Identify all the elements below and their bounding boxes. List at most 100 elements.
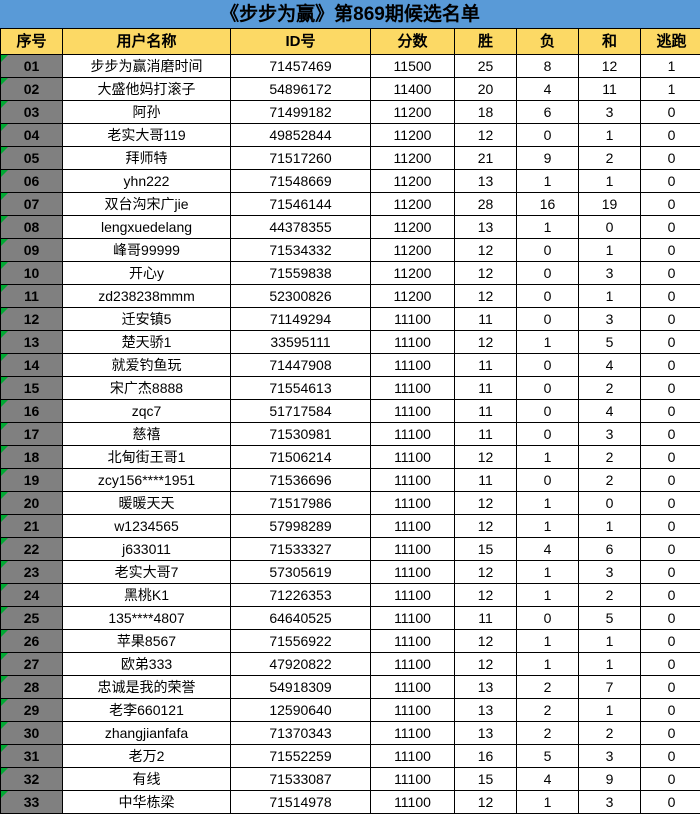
cell-username[interactable]: yhn222: [63, 170, 231, 193]
cell-id-number[interactable]: 71548669: [231, 170, 371, 193]
cell-flees[interactable]: 0: [641, 515, 700, 538]
cell-draws[interactable]: 2: [579, 446, 641, 469]
cell-score[interactable]: 11500: [371, 55, 455, 78]
cell-id-number[interactable]: 71554613: [231, 377, 371, 400]
cell-wins[interactable]: 12: [455, 239, 517, 262]
row-sequence-cell[interactable]: 10: [1, 262, 63, 285]
cell-id-number[interactable]: 51717584: [231, 400, 371, 423]
cell-id-number[interactable]: 71552259: [231, 745, 371, 768]
cell-draws[interactable]: 2: [579, 147, 641, 170]
cell-wins[interactable]: 13: [455, 676, 517, 699]
cell-username[interactable]: lengxuedelang: [63, 216, 231, 239]
cell-flees[interactable]: 0: [641, 561, 700, 584]
cell-score[interactable]: 11100: [371, 699, 455, 722]
cell-losses[interactable]: 0: [517, 354, 579, 377]
cell-score[interactable]: 11100: [371, 400, 455, 423]
cell-username[interactable]: j633011: [63, 538, 231, 561]
cell-score[interactable]: 11100: [371, 561, 455, 584]
row-sequence-cell[interactable]: 12: [1, 308, 63, 331]
cell-score[interactable]: 11100: [371, 331, 455, 354]
cell-id-number[interactable]: 71546144: [231, 193, 371, 216]
cell-flees[interactable]: 0: [641, 262, 700, 285]
cell-flees[interactable]: 0: [641, 607, 700, 630]
row-sequence-cell[interactable]: 33: [1, 791, 63, 814]
cell-username[interactable]: 峰哥99999: [63, 239, 231, 262]
cell-wins[interactable]: 12: [455, 446, 517, 469]
cell-username[interactable]: 黑桃K1: [63, 584, 231, 607]
cell-losses[interactable]: 0: [517, 400, 579, 423]
cell-username[interactable]: 步步为赢消磨时间: [63, 55, 231, 78]
row-sequence-cell[interactable]: 04: [1, 124, 63, 147]
cell-wins[interactable]: 15: [455, 538, 517, 561]
cell-score[interactable]: 11200: [371, 262, 455, 285]
cell-losses[interactable]: 0: [517, 239, 579, 262]
column-header-name[interactable]: 用户名称: [63, 29, 231, 55]
cell-losses[interactable]: 2: [517, 676, 579, 699]
cell-flees[interactable]: 0: [641, 216, 700, 239]
cell-id-number[interactable]: 71533327: [231, 538, 371, 561]
cell-losses[interactable]: 1: [517, 584, 579, 607]
row-sequence-cell[interactable]: 14: [1, 354, 63, 377]
cell-wins[interactable]: 16: [455, 745, 517, 768]
cell-draws[interactable]: 2: [579, 722, 641, 745]
cell-flees[interactable]: 0: [641, 239, 700, 262]
cell-losses[interactable]: 0: [517, 124, 579, 147]
cell-score[interactable]: 11100: [371, 607, 455, 630]
cell-username[interactable]: 阿孙: [63, 101, 231, 124]
column-header-draw[interactable]: 和: [579, 29, 641, 55]
cell-username[interactable]: w1234565: [63, 515, 231, 538]
cell-score[interactable]: 11400: [371, 78, 455, 101]
cell-score[interactable]: 11100: [371, 377, 455, 400]
cell-username[interactable]: zd238238mmm: [63, 285, 231, 308]
column-header-win[interactable]: 胜: [455, 29, 517, 55]
cell-username[interactable]: zcy156****1951: [63, 469, 231, 492]
row-sequence-cell[interactable]: 08: [1, 216, 63, 239]
cell-draws[interactable]: 3: [579, 308, 641, 331]
row-sequence-cell[interactable]: 27: [1, 653, 63, 676]
cell-score[interactable]: 11100: [371, 584, 455, 607]
cell-draws[interactable]: 1: [579, 239, 641, 262]
row-sequence-cell[interactable]: 03: [1, 101, 63, 124]
row-sequence-cell[interactable]: 30: [1, 722, 63, 745]
cell-draws[interactable]: 1: [579, 699, 641, 722]
cell-id-number[interactable]: 71370343: [231, 722, 371, 745]
cell-draws[interactable]: 1: [579, 285, 641, 308]
cell-losses[interactable]: 4: [517, 768, 579, 791]
row-sequence-cell[interactable]: 07: [1, 193, 63, 216]
cell-wins[interactable]: 12: [455, 653, 517, 676]
cell-wins[interactable]: 15: [455, 768, 517, 791]
cell-username[interactable]: 忠诚是我的荣誉: [63, 676, 231, 699]
cell-username[interactable]: 大盛他妈打滚子: [63, 78, 231, 101]
cell-id-number[interactable]: 71149294: [231, 308, 371, 331]
cell-wins[interactable]: 11: [455, 354, 517, 377]
row-sequence-cell[interactable]: 21: [1, 515, 63, 538]
row-sequence-cell[interactable]: 11: [1, 285, 63, 308]
cell-username[interactable]: zhangjianfafa: [63, 722, 231, 745]
cell-draws[interactable]: 3: [579, 791, 641, 814]
cell-draws[interactable]: 2: [579, 377, 641, 400]
cell-score[interactable]: 11100: [371, 492, 455, 515]
cell-draws[interactable]: 1: [579, 653, 641, 676]
cell-flees[interactable]: 0: [641, 400, 700, 423]
cell-draws[interactable]: 9: [579, 768, 641, 791]
cell-username[interactable]: 北甸街王哥1: [63, 446, 231, 469]
cell-wins[interactable]: 12: [455, 285, 517, 308]
cell-score[interactable]: 11200: [371, 239, 455, 262]
cell-wins[interactable]: 11: [455, 469, 517, 492]
cell-losses[interactable]: 4: [517, 78, 579, 101]
column-header-score[interactable]: 分数: [371, 29, 455, 55]
row-sequence-cell[interactable]: 28: [1, 676, 63, 699]
cell-username[interactable]: 135****4807: [63, 607, 231, 630]
cell-flees[interactable]: 0: [641, 193, 700, 216]
cell-flees[interactable]: 0: [641, 170, 700, 193]
